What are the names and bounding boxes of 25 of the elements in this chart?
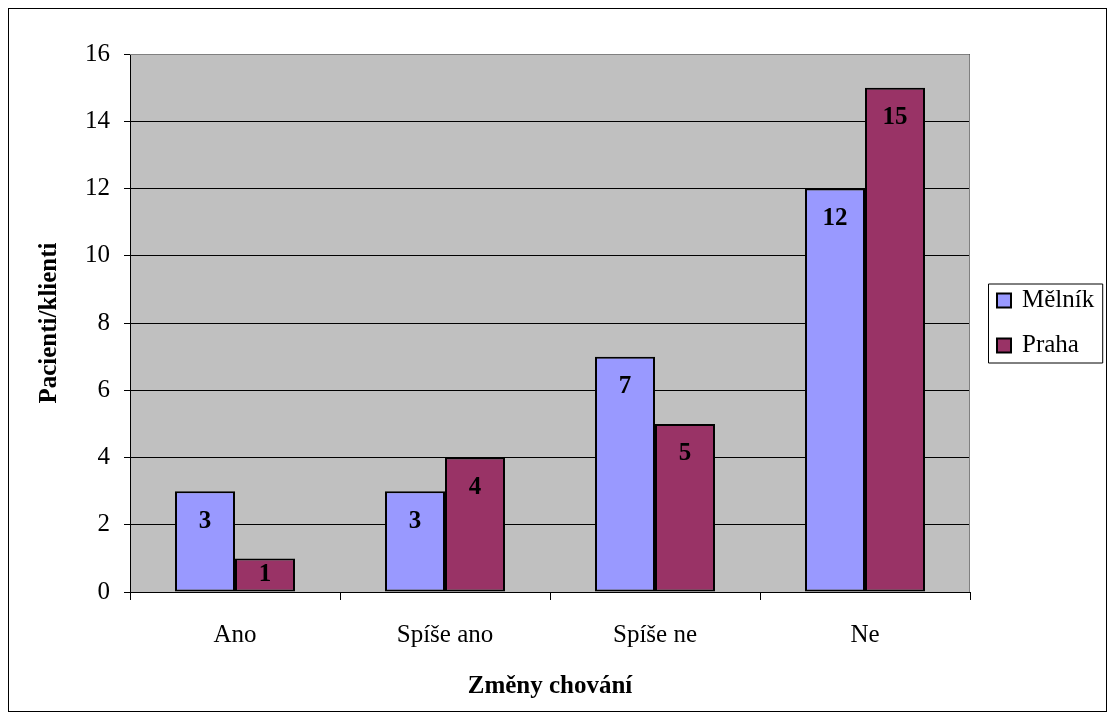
data-label: 4 [468,471,482,499]
y-tick-label: 6 [97,374,110,402]
x-axis-title: Změny chování [467,671,634,699]
y-axis-title: Pacienti/klienti [34,242,62,404]
data-label: 12 [822,202,848,230]
y-tick-label: 8 [97,307,110,335]
data-label: 1 [258,559,272,587]
y-tick-label: 14 [85,105,111,133]
y-tick-label: 0 [97,576,110,604]
legend-label: Mělník [1022,285,1095,313]
y-tick-label: 4 [97,442,111,470]
x-tick-label: Spíše ne [612,619,698,647]
y-tick-label: 10 [85,240,110,268]
y-tick-label: 12 [85,173,110,201]
y-tick-label: 2 [97,509,110,537]
data-label: 3 [408,505,422,533]
data-label: 3 [198,505,212,533]
x-tick-label: Spíše ano [396,619,494,647]
legend-label: Praha [1022,330,1079,358]
x-tick-label: Ano [213,619,257,647]
x-tick-label: Ne [850,619,880,647]
data-label: 5 [678,438,692,466]
data-label: 15 [882,102,908,130]
data-label: 7 [618,371,632,399]
y-tick-label: 16 [85,38,110,66]
